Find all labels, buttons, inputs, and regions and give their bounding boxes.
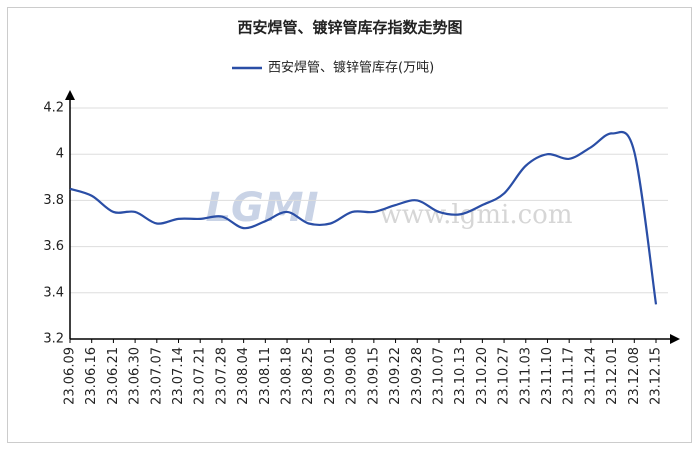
x-tick-label: 23.12.08 xyxy=(627,347,642,405)
x-tick-label: 23.06.16 xyxy=(84,347,99,405)
x-tick-label: 23.09.01 xyxy=(323,347,338,405)
x-tick-label: 23.09.22 xyxy=(388,347,403,405)
y-tick-label: 3.6 xyxy=(43,239,64,254)
x-tick-label: 23.07.14 xyxy=(171,347,186,405)
x-tick-label: 23.09.28 xyxy=(410,347,425,405)
x-tick-label: 23.10.07 xyxy=(431,347,446,405)
y-tick-label: 3.8 xyxy=(43,193,64,208)
y-tick-label: 3.2 xyxy=(43,332,64,347)
x-tick-label: 23.09.15 xyxy=(366,347,381,405)
x-tick-label: 23.10.27 xyxy=(497,347,512,405)
x-tick-label: 23.07.28 xyxy=(214,347,229,405)
x-tick-label: 23.06.09 xyxy=(63,347,78,405)
x-tick-label: 23.09.08 xyxy=(345,347,360,405)
watermark-url: www.lgmi.com xyxy=(379,200,572,230)
legend-label: 西安焊管、镀锌管库存(万吨) xyxy=(268,60,434,76)
x-tick-label: 23.11.24 xyxy=(583,347,598,405)
watermark-logo: LGMI xyxy=(205,185,318,231)
x-tick-label: 23.11.17 xyxy=(562,347,577,405)
x-tick-label: 23.12.01 xyxy=(605,347,620,405)
line-series xyxy=(69,130,658,305)
y-axis-arrow xyxy=(65,90,75,100)
x-tick-label: 23.06.21 xyxy=(106,347,121,405)
frame xyxy=(7,7,692,443)
x-tick-label: 23.11.10 xyxy=(540,347,555,405)
chart-title: 西安焊管、镀锌管库存指数走势图 xyxy=(237,19,462,37)
x-tick-label: 23.11.03 xyxy=(518,347,533,405)
y-tick-label: 4 xyxy=(56,147,64,162)
y-tick-label: 4.2 xyxy=(43,101,64,116)
x-tick-label: 23.10.20 xyxy=(475,347,490,405)
x-tick-label: 23.06.30 xyxy=(128,347,143,405)
x-tick-label: 23.07.07 xyxy=(149,347,164,405)
x-tick-label: 23.12.15 xyxy=(649,347,664,405)
x-tick-label: 23.10.13 xyxy=(453,347,468,405)
x-tick-label: 23.07.21 xyxy=(193,347,208,405)
x-tick-label: 23.08.04 xyxy=(236,347,251,405)
x-tick-label: 23.08.25 xyxy=(301,347,316,405)
y-tick-label: 3.4 xyxy=(43,285,64,300)
x-axis-arrow xyxy=(670,334,680,344)
x-tick-label: 23.08.11 xyxy=(258,347,273,405)
x-tick-label: 23.08.18 xyxy=(280,347,295,405)
